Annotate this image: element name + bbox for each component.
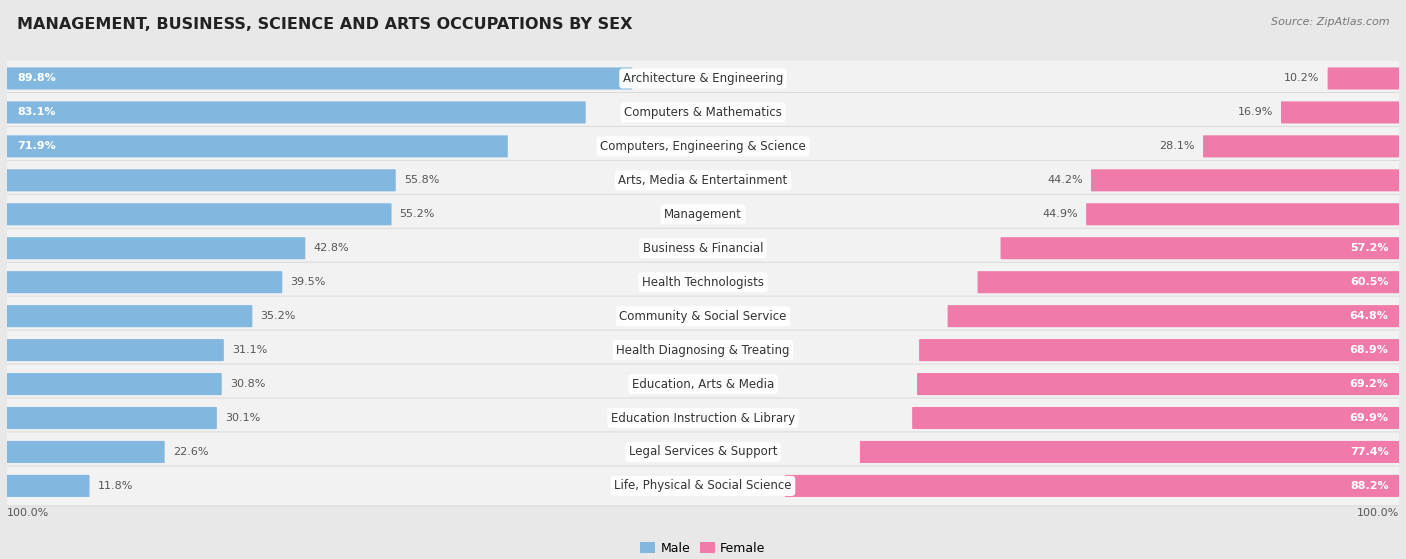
FancyBboxPatch shape: [7, 271, 283, 293]
FancyBboxPatch shape: [7, 169, 395, 191]
FancyBboxPatch shape: [1001, 237, 1399, 259]
FancyBboxPatch shape: [920, 339, 1399, 361]
Text: 88.2%: 88.2%: [1350, 481, 1389, 491]
FancyBboxPatch shape: [6, 432, 1400, 472]
Text: 57.2%: 57.2%: [1350, 243, 1389, 253]
FancyBboxPatch shape: [6, 262, 1400, 302]
Text: 83.1%: 83.1%: [17, 107, 56, 117]
Text: Management: Management: [664, 208, 742, 221]
FancyBboxPatch shape: [7, 101, 586, 124]
FancyBboxPatch shape: [6, 194, 1400, 234]
Text: Legal Services & Support: Legal Services & Support: [628, 446, 778, 458]
FancyBboxPatch shape: [7, 305, 252, 327]
Text: 30.1%: 30.1%: [225, 413, 260, 423]
Text: Source: ZipAtlas.com: Source: ZipAtlas.com: [1271, 17, 1389, 27]
Text: Arts, Media & Entertainment: Arts, Media & Entertainment: [619, 174, 787, 187]
Text: 89.8%: 89.8%: [17, 73, 56, 83]
Text: Health Technologists: Health Technologists: [643, 276, 763, 288]
Text: 55.2%: 55.2%: [399, 209, 434, 219]
FancyBboxPatch shape: [917, 373, 1399, 395]
Text: 16.9%: 16.9%: [1237, 107, 1272, 117]
FancyBboxPatch shape: [785, 475, 1399, 497]
Text: 100.0%: 100.0%: [7, 508, 49, 518]
Text: 68.9%: 68.9%: [1350, 345, 1389, 355]
FancyBboxPatch shape: [7, 339, 224, 361]
FancyBboxPatch shape: [6, 398, 1400, 438]
FancyBboxPatch shape: [7, 407, 217, 429]
Text: 55.8%: 55.8%: [404, 176, 439, 186]
Text: Education Instruction & Library: Education Instruction & Library: [612, 411, 794, 424]
Text: Architecture & Engineering: Architecture & Engineering: [623, 72, 783, 85]
Text: 69.9%: 69.9%: [1350, 413, 1389, 423]
FancyBboxPatch shape: [1327, 68, 1399, 89]
FancyBboxPatch shape: [912, 407, 1399, 429]
FancyBboxPatch shape: [977, 271, 1399, 293]
Text: 42.8%: 42.8%: [314, 243, 349, 253]
FancyBboxPatch shape: [6, 59, 1400, 98]
FancyBboxPatch shape: [7, 373, 222, 395]
FancyBboxPatch shape: [6, 364, 1400, 404]
Text: Computers, Engineering & Science: Computers, Engineering & Science: [600, 140, 806, 153]
Text: 22.6%: 22.6%: [173, 447, 208, 457]
FancyBboxPatch shape: [7, 237, 305, 259]
Text: 31.1%: 31.1%: [232, 345, 267, 355]
FancyBboxPatch shape: [7, 135, 508, 158]
FancyBboxPatch shape: [6, 126, 1400, 167]
Text: 71.9%: 71.9%: [17, 141, 56, 151]
Text: 39.5%: 39.5%: [290, 277, 326, 287]
FancyBboxPatch shape: [6, 228, 1400, 268]
Text: 44.9%: 44.9%: [1042, 209, 1078, 219]
FancyBboxPatch shape: [948, 305, 1399, 327]
FancyBboxPatch shape: [1204, 135, 1399, 158]
FancyBboxPatch shape: [7, 441, 165, 463]
Text: Education, Arts & Media: Education, Arts & Media: [631, 377, 775, 391]
FancyBboxPatch shape: [1085, 203, 1399, 225]
Text: 10.2%: 10.2%: [1284, 73, 1320, 83]
Text: 69.2%: 69.2%: [1350, 379, 1389, 389]
Text: 28.1%: 28.1%: [1160, 141, 1195, 151]
FancyBboxPatch shape: [7, 203, 391, 225]
Legend: Male, Female: Male, Female: [641, 542, 765, 555]
Text: 64.8%: 64.8%: [1350, 311, 1389, 321]
FancyBboxPatch shape: [860, 441, 1399, 463]
Text: 44.2%: 44.2%: [1047, 176, 1083, 186]
FancyBboxPatch shape: [6, 160, 1400, 200]
Text: Community & Social Service: Community & Social Service: [619, 310, 787, 323]
FancyBboxPatch shape: [6, 296, 1400, 336]
FancyBboxPatch shape: [6, 466, 1400, 506]
Text: 77.4%: 77.4%: [1350, 447, 1389, 457]
Text: MANAGEMENT, BUSINESS, SCIENCE AND ARTS OCCUPATIONS BY SEX: MANAGEMENT, BUSINESS, SCIENCE AND ARTS O…: [17, 17, 633, 32]
Text: Health Diagnosing & Treating: Health Diagnosing & Treating: [616, 344, 790, 357]
FancyBboxPatch shape: [1091, 169, 1399, 191]
FancyBboxPatch shape: [7, 475, 90, 497]
Text: 100.0%: 100.0%: [1357, 508, 1399, 518]
Text: Computers & Mathematics: Computers & Mathematics: [624, 106, 782, 119]
FancyBboxPatch shape: [6, 330, 1400, 370]
Text: Life, Physical & Social Science: Life, Physical & Social Science: [614, 480, 792, 492]
Text: Business & Financial: Business & Financial: [643, 241, 763, 255]
Text: 11.8%: 11.8%: [97, 481, 134, 491]
FancyBboxPatch shape: [7, 68, 633, 89]
Text: 35.2%: 35.2%: [260, 311, 295, 321]
Text: 30.8%: 30.8%: [229, 379, 266, 389]
FancyBboxPatch shape: [6, 92, 1400, 132]
Text: 60.5%: 60.5%: [1350, 277, 1389, 287]
FancyBboxPatch shape: [1281, 101, 1399, 124]
